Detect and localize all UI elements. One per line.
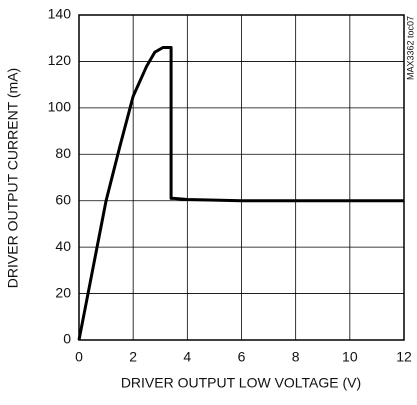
y-tick-label: 140: [48, 6, 72, 22]
x-axis-label: DRIVER OUTPUT LOW VOLTAGE (V): [121, 375, 361, 391]
y-tick-label: 40: [55, 238, 71, 254]
data-line: [77, 46, 404, 341]
y-axis-label: DRIVER OUTPUT CURRENT (mA): [5, 68, 21, 288]
y-tick-label: 0: [63, 331, 71, 347]
y-tick-label: 120: [48, 52, 72, 68]
annotation: MAX3362 toc07: [405, 16, 415, 80]
plot-frame: [78, 14, 405, 341]
y-tick-label: 60: [55, 191, 71, 207]
y-tick-label: 20: [55, 284, 71, 300]
x-tick-label: 8: [292, 349, 300, 365]
y-tick-label: 80: [55, 145, 71, 161]
x-tick-label: 12: [396, 349, 412, 365]
x-tick-label: 6: [238, 349, 246, 365]
x-tick-label: 4: [183, 349, 191, 365]
x-tick-label: 10: [342, 349, 358, 365]
y-tick-label: 100: [48, 99, 72, 115]
x-tick-label: 0: [75, 349, 83, 365]
x-tick-label: 2: [129, 349, 137, 365]
